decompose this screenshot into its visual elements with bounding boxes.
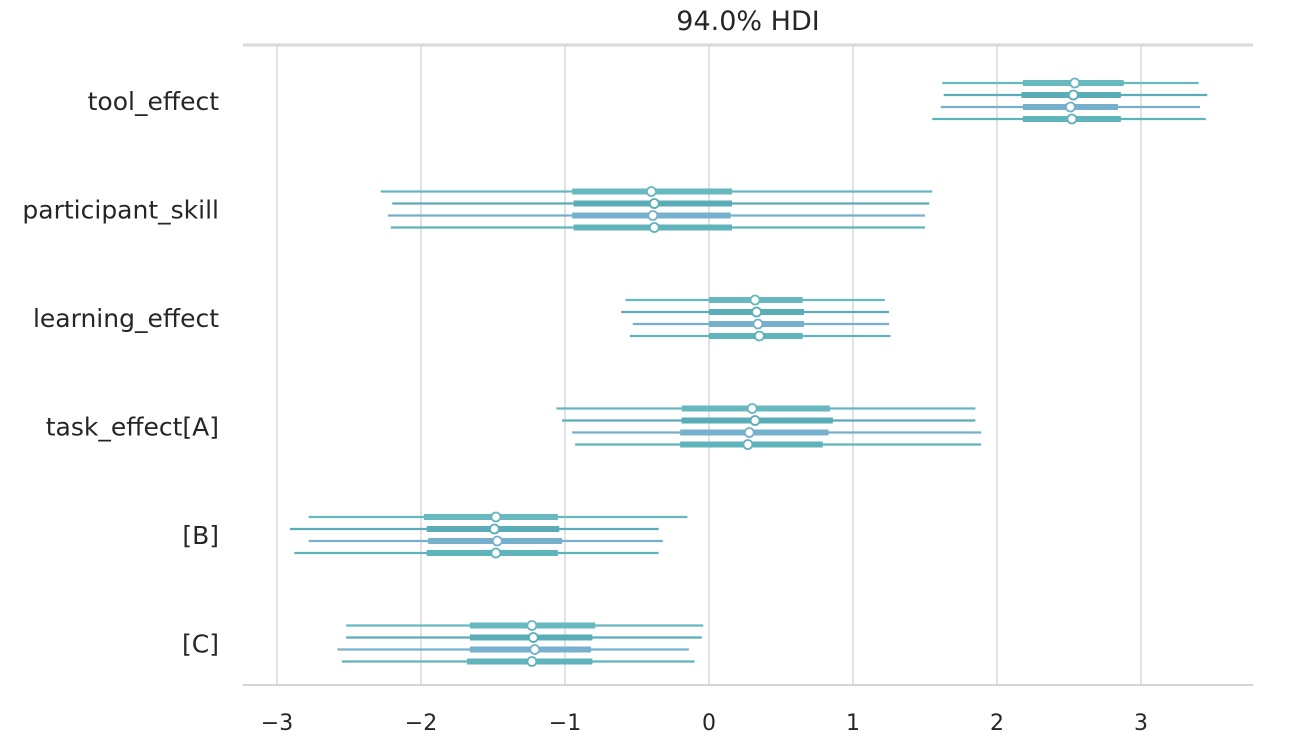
x-tick-label: 0	[702, 711, 716, 736]
variable-label: learning_effect	[33, 304, 219, 333]
variable-label: [B]	[182, 521, 219, 550]
mean-point	[1069, 77, 1081, 89]
mean-point	[490, 511, 502, 523]
mean-point	[746, 403, 758, 414]
mean-point	[489, 523, 500, 535]
chart-title: 94.0% HDI	[676, 6, 819, 37]
mean-point	[749, 415, 761, 426]
variable-labels: tool_effect participant_skill learning_eff…	[22, 87, 219, 659]
variable-label: task_effect[A]	[46, 413, 219, 442]
mean-point	[648, 222, 660, 233]
mean-point	[527, 632, 539, 643]
mean-point	[647, 210, 659, 221]
mean-point	[526, 656, 538, 667]
mean-point	[646, 186, 657, 197]
mean-point	[526, 620, 538, 631]
mean-point	[1067, 89, 1079, 101]
x-tick-label: 3	[1134, 711, 1148, 736]
x-tick-label: 1	[846, 711, 860, 736]
x-tick-labels: −3 −2 −1 0 1 2 3	[261, 711, 1148, 736]
x-tick-label: 2	[990, 711, 1004, 736]
mean-point	[749, 294, 761, 306]
mean-point	[754, 330, 765, 342]
x-tick-label: −3	[261, 711, 293, 736]
variable-label: participant_skill	[22, 196, 219, 225]
mean-point	[648, 198, 660, 209]
variable-label: [C]	[182, 630, 219, 659]
mean-point	[742, 439, 754, 450]
variable-label: tool_effect	[88, 87, 220, 116]
mean-point	[743, 427, 755, 438]
mean-point	[490, 547, 502, 559]
mean-point	[1066, 113, 1078, 125]
mean-point	[751, 306, 762, 318]
mean-point	[491, 535, 503, 547]
mean-point	[1065, 101, 1076, 113]
mean-point	[529, 644, 541, 655]
hdi-intervals	[289, 77, 1208, 667]
x-tick-label: −2	[405, 711, 437, 736]
x-tick-label: −1	[549, 711, 581, 736]
mean-point	[752, 318, 764, 330]
grid-lines	[276, 45, 1142, 685]
